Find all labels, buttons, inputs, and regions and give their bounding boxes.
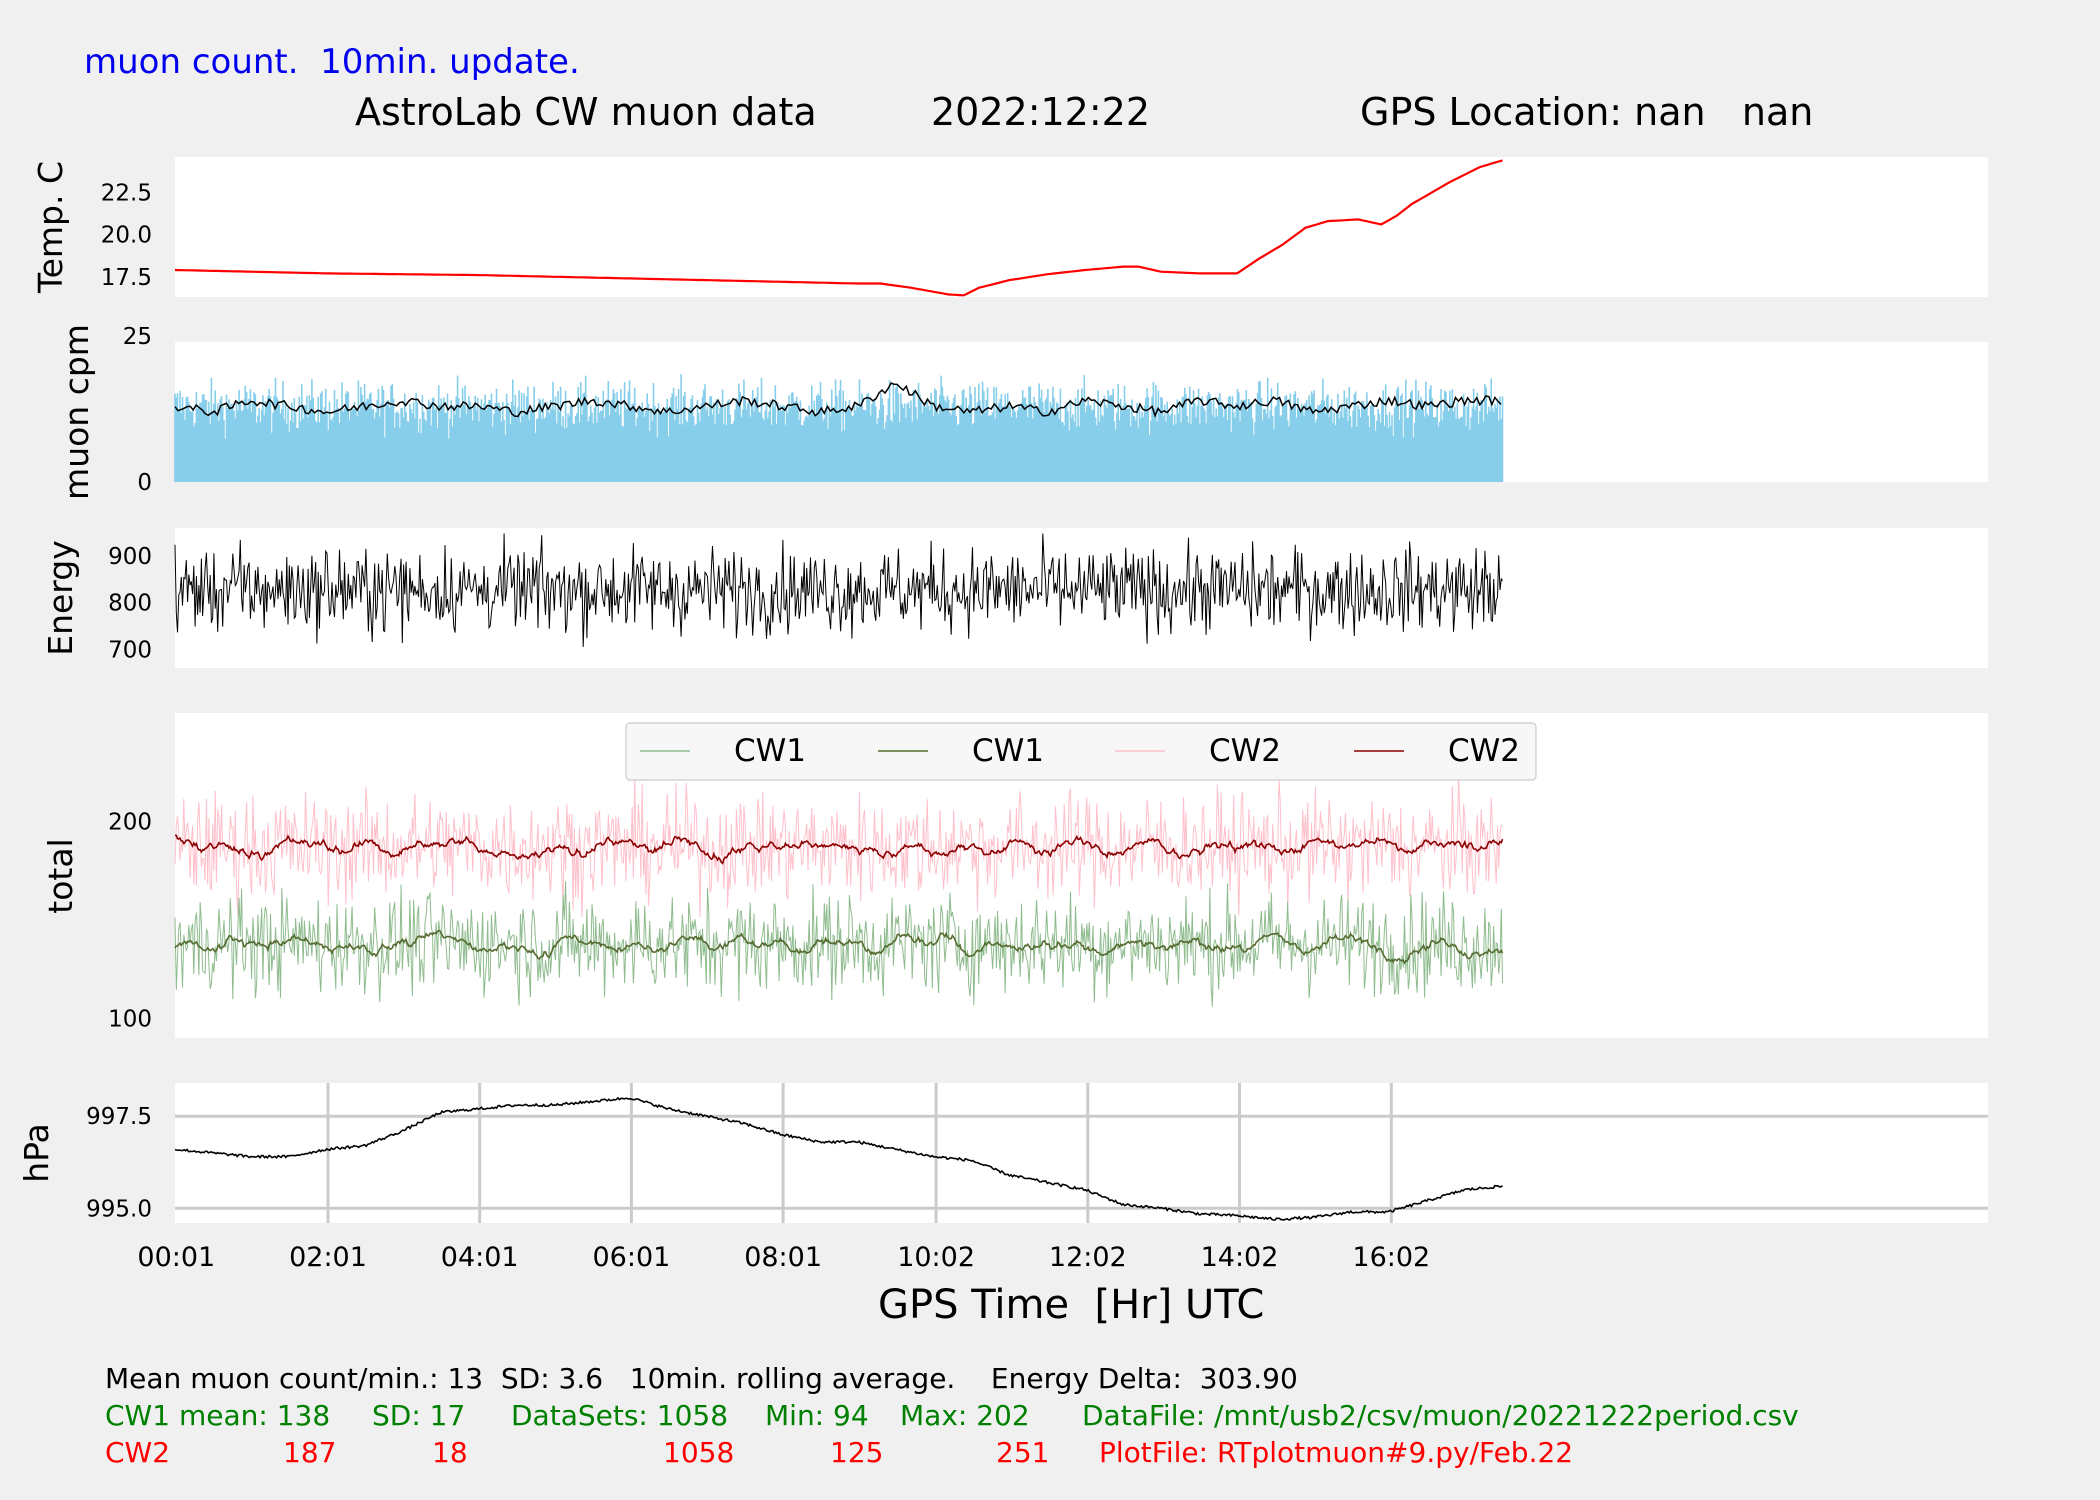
gps-location: GPS Location: nan nan [1360,90,1814,134]
x-tick-label: 04:01 [441,1242,519,1273]
chart-subtitle: muon count. 10min. update. [84,42,580,82]
pressure-plot-area [175,1083,1988,1223]
total-panel: 100 200 total CW1 CW1 CW2 CW2 [41,713,1988,1038]
legend-entry: CW2 [1448,733,1520,769]
cw1-raw-line [174,881,1503,1007]
cw2-datasets: 1058 [663,1436,735,1469]
temperature-y-tick-label: 17.5 [101,265,152,291]
pressure-y-axis-label: hPa [17,1123,56,1183]
cw1-datasets: DataSets: 1058 [511,1399,729,1432]
muon-cpm-y-axis-label: muon cpm [57,324,96,500]
x-tick-label: 12:02 [1049,1242,1127,1273]
cw1-average-line [174,929,1504,965]
cw1-sd: SD: 17 [372,1399,466,1432]
legend-entry: CW1 [734,733,806,769]
total-y-tick-label: 100 [108,1006,152,1032]
cw2-average-line [175,834,1504,865]
x-tick-label: 14:02 [1201,1242,1279,1273]
x-tick-label: 10:02 [897,1242,975,1273]
temperature-y-tick-label: 22.5 [101,180,152,206]
x-axis-title: GPS Time [Hr] UTC [878,1282,1265,1328]
temperature-y-axis-label: Temp. C [31,161,70,294]
energy-y-tick-label: 800 [108,591,152,617]
x-tick-label: 02:01 [289,1242,367,1273]
energy-y-tick-label: 700 [108,637,152,663]
muon-stats-line: Mean muon count/min.: 13 SD: 3.6 10min. … [105,1362,1298,1395]
pressure-line [174,1096,1503,1222]
legend: CW1 CW1 CW2 CW2 [625,722,1537,781]
pressure-panel: 995.0 997.5 hPa 00:01 02:01 04:01 06:01 08:01 10… [17,1083,1988,1273]
cw1-datafile: DataFile: /mnt/usb2/csv/muon/20221222per… [1082,1399,1799,1432]
total-y-tick-label: 200 [108,809,152,835]
legend-entry: CW1 [972,733,1044,769]
muon-cpm-y-tick-label: 25 [123,324,152,350]
x-tick-label: 00:01 [137,1242,215,1273]
energy-panel: 700 800 900 Energy [41,528,1988,668]
cw2-sd: 18 [432,1436,468,1469]
total-y-axis-label: total [41,838,80,913]
legend-box [625,722,1537,781]
cw2-min: 125 [830,1436,884,1469]
muon-cpm-y-tick-label: 0 [137,470,152,496]
cw2-raw-line [174,775,1503,918]
energy-y-tick-label: 900 [108,544,152,570]
pressure-y-tick-label: 997.5 [86,1104,152,1130]
chart-date: 2022:12:22 [931,90,1151,134]
temperature-panel: 17.5 20.0 22.5 Temp. C [31,157,1988,297]
legend-entry: CW2 [1209,733,1281,769]
temperature-line [174,159,1503,297]
x-tick-label: 08:01 [744,1242,822,1273]
cw2-max: 251 [996,1436,1050,1469]
energy-line [174,533,1503,647]
x-tick-label: 16:02 [1352,1242,1430,1273]
cw2-plotfile: PlotFile: RTplotmuon#9.py/Feb.22 [1099,1436,1574,1469]
cw1-max: Max: 202 [900,1399,1030,1432]
temperature-plot-area [175,157,1988,297]
pressure-y-tick-label: 995.0 [86,1196,152,1222]
cw1-mean: CW1 mean: 138 [105,1399,331,1432]
cw2-label: CW2 [105,1436,171,1469]
cw1-min: Min: 94 [765,1399,869,1432]
energy-y-axis-label: Energy [41,540,80,656]
muon-rolling-average-line [174,382,1502,418]
chart-title: AstroLab CW muon data [355,90,817,134]
muon-cpm-panel: 0 25 muon cpm [57,324,1988,500]
temperature-y-tick-label: 20.0 [101,223,152,249]
cw2-mean: 187 [283,1436,337,1469]
x-tick-label: 06:01 [592,1242,670,1273]
